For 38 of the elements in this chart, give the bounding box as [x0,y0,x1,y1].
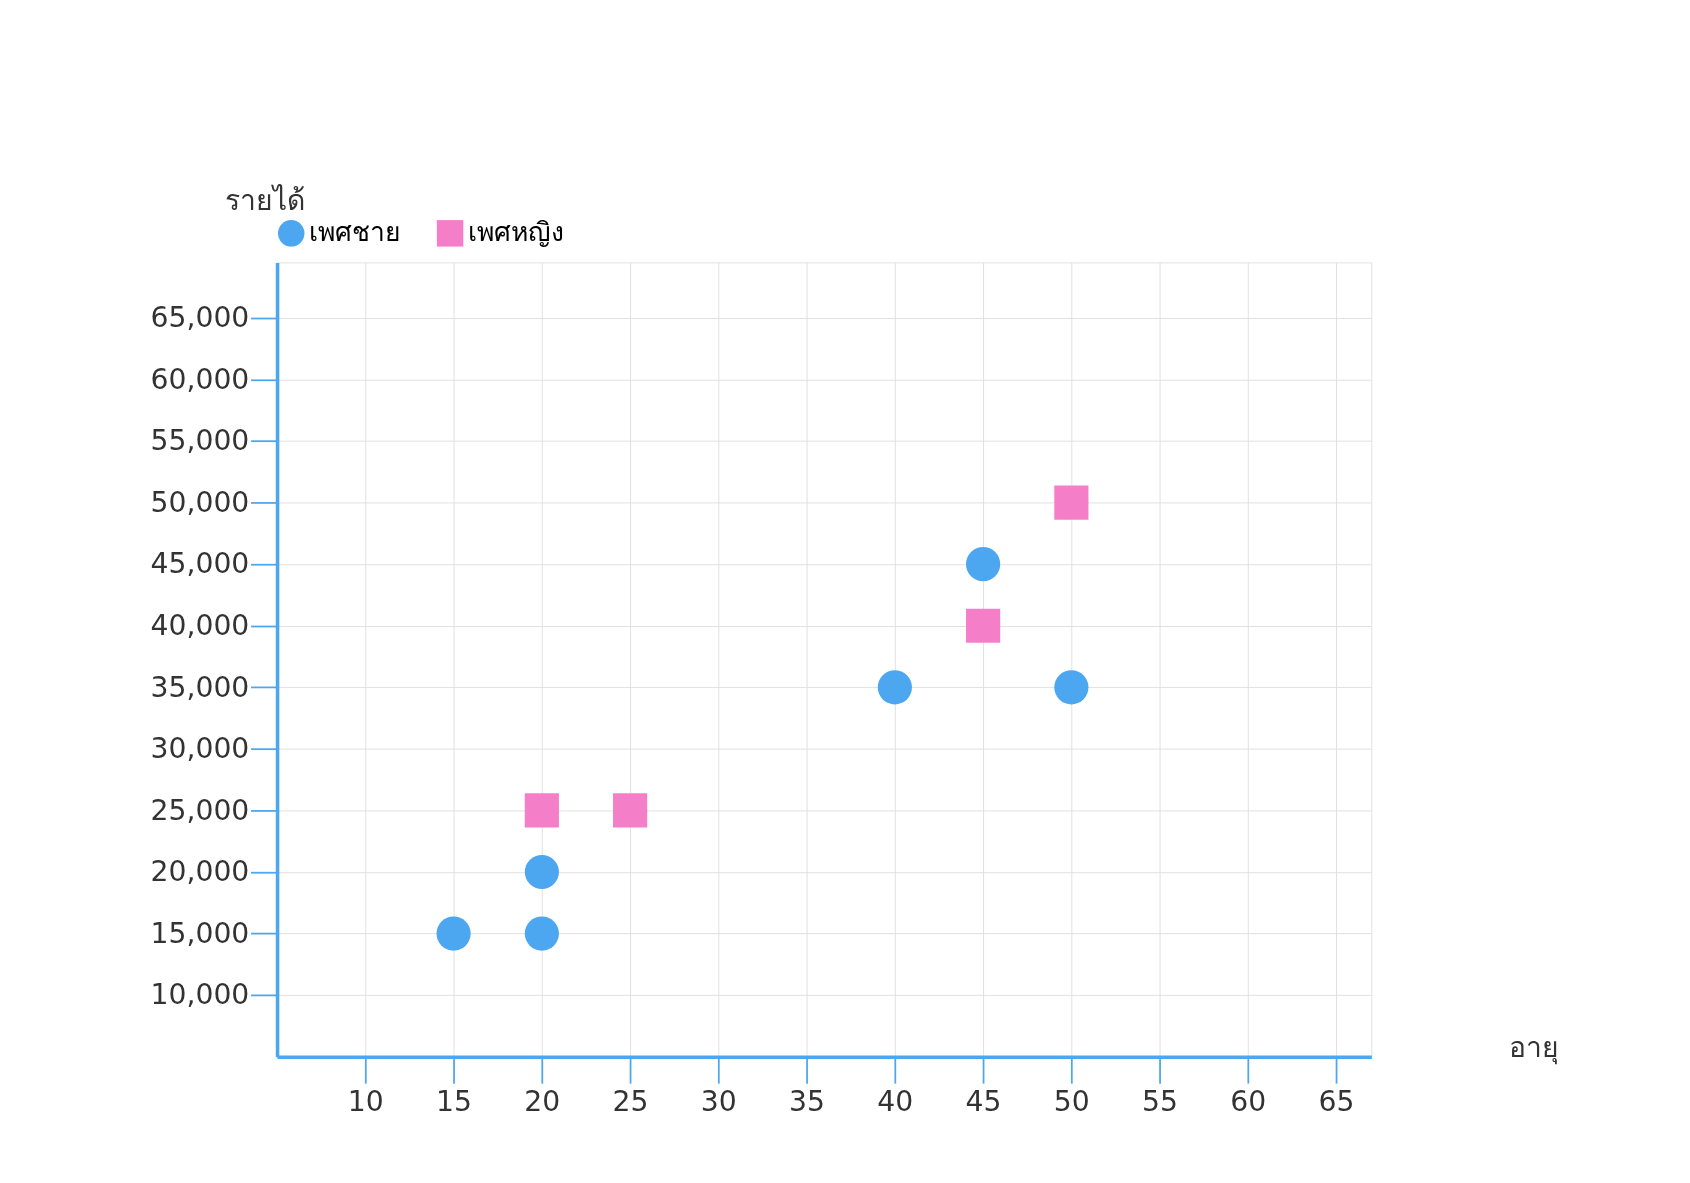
legend-label: เพศหญิง [467,216,564,248]
y-tick-label: 40,000 [150,609,250,642]
point [524,793,559,828]
x-tick-label: 45 [965,1085,1002,1118]
y-tick-label: 45,000 [150,547,250,581]
legend-label: เพศชาย [308,216,401,248]
point [436,916,471,951]
x-tick-label: 15 [436,1085,473,1118]
x-tick-label: 55 [1142,1085,1179,1118]
x-tick-label: 25 [612,1085,649,1118]
x-tick-label: 60 [1230,1085,1267,1118]
y-tick-label: 30,000 [150,732,250,766]
y-tick-label: 10,000 [150,978,250,1012]
x-tick-label: 65 [1318,1085,1355,1118]
y-tick-label: 25,000 [150,793,250,827]
point [1054,485,1089,520]
y-tick-label: 65,000 [150,301,250,335]
y-tick-label: 15,000 [150,916,250,950]
point [613,793,648,828]
y-tick-label: 50,000 [150,485,250,519]
x-tick-label: 10 [347,1085,384,1118]
point [524,854,559,890]
point [966,608,1001,643]
x-axis-title: อายุ [1508,1031,1559,1066]
x-tick-label: 20 [524,1085,561,1118]
y-tick-label: 35,000 [150,670,250,704]
y-tick-label: 20,000 [150,855,250,889]
y-tick-label: 55,000 [150,424,250,458]
point [1054,670,1089,705]
point [966,547,1001,582]
x-tick-label: 40 [877,1085,914,1118]
y-tick-label: 60,000 [150,362,250,396]
point [877,670,912,705]
x-tick-label: 50 [1053,1085,1090,1118]
x-tick-label: 30 [700,1085,737,1118]
point [524,916,559,951]
y-axis-title: รายได้ [224,183,305,217]
x-tick-label: 35 [789,1085,826,1118]
